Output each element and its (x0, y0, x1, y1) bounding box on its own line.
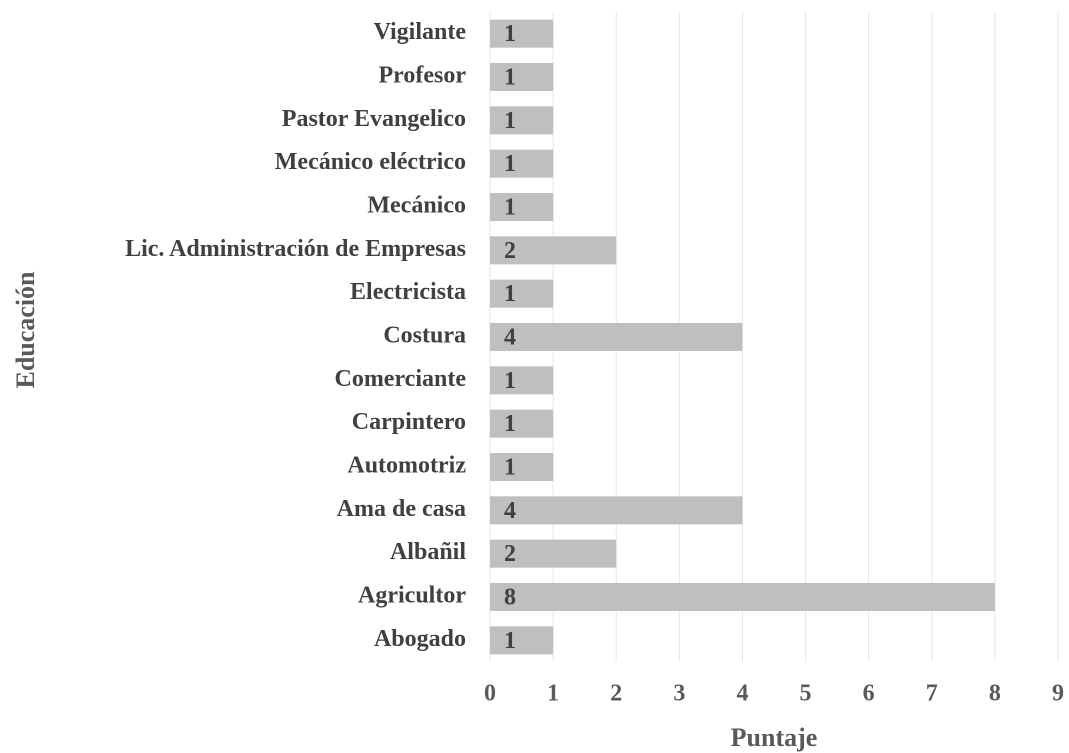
value-label: 4 (504, 325, 516, 351)
y-axis-title: Educación (11, 271, 40, 389)
x-tick-label: 1 (547, 681, 559, 707)
y-tick-label: Electricista (350, 279, 466, 305)
bar (490, 193, 554, 221)
value-label: 1 (504, 21, 516, 47)
bar (490, 366, 554, 395)
bar (490, 583, 995, 611)
value-label: 1 (504, 455, 516, 481)
value-label: 8 (504, 585, 516, 611)
y-tick-label: Ama de casa (337, 496, 466, 522)
x-tick-label: 6 (863, 681, 875, 707)
bar (490, 496, 743, 525)
y-tick-label: Vigilante (374, 19, 467, 45)
bar (490, 149, 554, 178)
value-label: 1 (504, 411, 516, 437)
value-label: 2 (504, 238, 516, 264)
value-label: 2 (504, 541, 516, 567)
y-tick-label: Pastor Evangelico (282, 106, 466, 132)
y-tick-label: Comerciante (334, 366, 466, 392)
bar (490, 279, 554, 308)
bar (490, 63, 554, 91)
x-tick-label: 2 (610, 681, 622, 707)
y-tick-label: Mecánico eléctrico (275, 149, 466, 175)
y-tick-label: Mecánico (367, 193, 466, 219)
x-tick-label: 4 (736, 681, 748, 707)
value-label: 1 (504, 368, 516, 394)
y-tick-label: Automotriz (347, 453, 466, 479)
x-tick-label: 7 (926, 681, 938, 707)
bar (490, 539, 617, 568)
y-tick-label: Profesor (378, 63, 466, 89)
value-label: 1 (504, 281, 516, 307)
value-label: 1 (504, 195, 516, 221)
y-tick-label: Carpintero (352, 409, 466, 435)
y-tick-label: Costura (383, 323, 466, 349)
y-tick-label: Lic. Administración de Empresas (125, 236, 466, 262)
bar (490, 236, 617, 265)
y-tick-label: Albañil (390, 539, 466, 565)
x-tick-label: 3 (673, 681, 685, 707)
y-tick-label: Abogado (374, 626, 466, 652)
x-tick-label: 8 (989, 681, 1001, 707)
bar (490, 626, 554, 655)
y-tick-label: Agricultor (358, 583, 466, 609)
x-tick-label: 5 (800, 681, 812, 707)
bar (490, 106, 554, 135)
value-label: 1 (504, 628, 516, 654)
x-axis-title: Puntaje (731, 723, 818, 752)
bar (490, 19, 554, 48)
x-tick-label: 0 (484, 681, 496, 707)
value-label: 4 (504, 498, 516, 524)
bar (490, 323, 743, 351)
x-tick-label: 9 (1052, 681, 1064, 707)
value-label: 1 (504, 65, 516, 91)
value-label: 1 (504, 108, 516, 134)
bar (490, 409, 554, 438)
bar (490, 453, 554, 481)
value-label: 1 (504, 151, 516, 177)
